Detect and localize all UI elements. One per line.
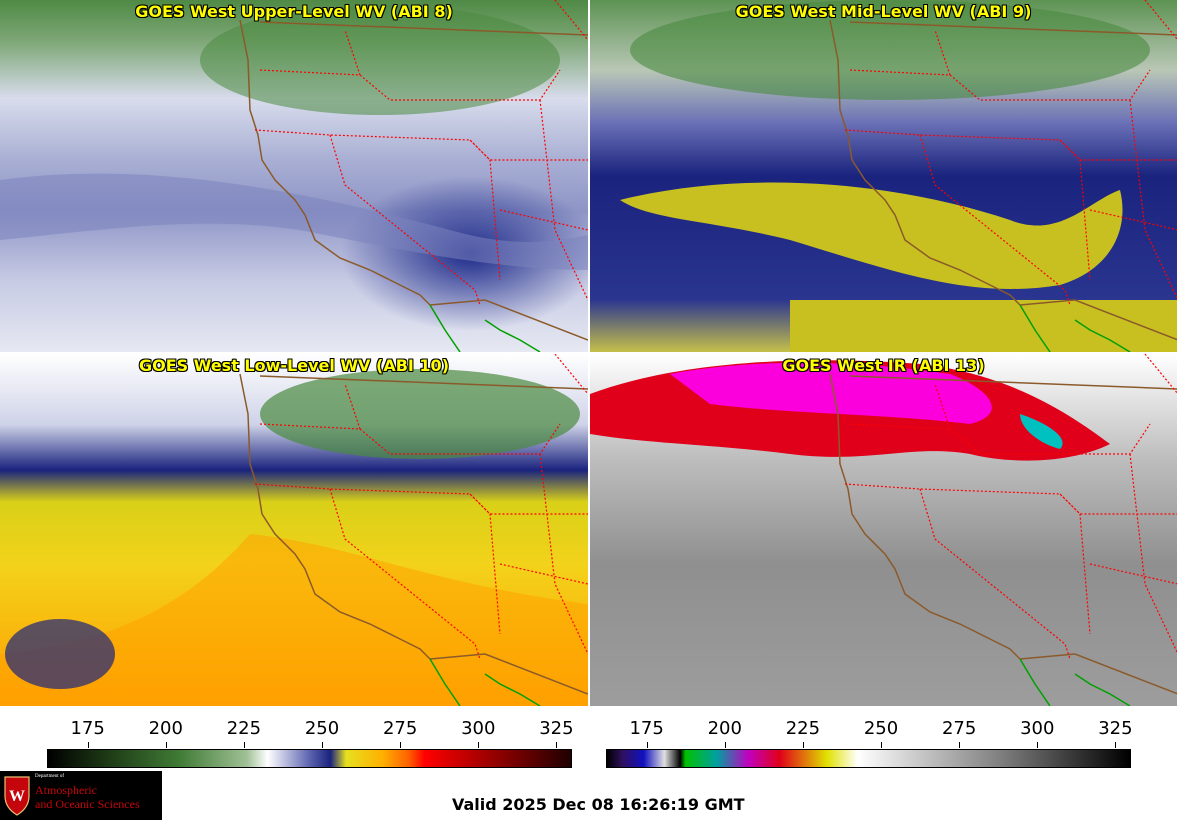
colorbar-tick-label: 250 (304, 718, 340, 739)
colorbar-tick-label: 250 (863, 718, 899, 739)
colorbar-strip (606, 749, 1131, 768)
panel-title: GOES West Low-Level WV (ABI 10) (138, 356, 449, 375)
mexico-coastline (429, 658, 541, 706)
colorbar-tick-label: 200 (148, 718, 183, 739)
map-ir (590, 354, 1177, 706)
coastline (829, 373, 1021, 660)
colorbar-tick-mark (87, 742, 89, 748)
aos-logo: W Department of Atmospheric and Oceanic … (0, 771, 162, 820)
colorbar-strip (47, 749, 572, 768)
mexico-coastline (429, 304, 541, 352)
panel-mid-level-wv: GOES West Mid-Level WV (ABI 9) (590, 0, 1177, 352)
state-borders (844, 354, 1177, 660)
colorbar-tick-label: 225 (785, 718, 821, 739)
colorbar-tick-label: 325 (1098, 718, 1133, 739)
panel-title: GOES West Mid-Level WV (ABI 9) (735, 2, 1032, 21)
colorbar-tick-label: 200 (707, 718, 742, 739)
logo-line2: and Oceanic Sciences (35, 797, 140, 811)
map-mid-level-wv (590, 0, 1177, 352)
panel-title: GOES West IR (ABI 13) (782, 356, 985, 375)
intl-border (259, 375, 588, 695)
panel-upper-level-wv: GOES West Upper-Level WV (ABI 8) (0, 0, 588, 352)
colorbar-tick-label: 325 (539, 718, 574, 739)
panel-ir: GOES West IR (ABI 13) (590, 354, 1177, 706)
colorbar-tick-label: 225 (226, 718, 262, 739)
map-low-level-wv (0, 354, 588, 706)
colorbar-ir: 175 200 225 250 275 300 325 (606, 716, 1133, 772)
state-borders (254, 354, 588, 660)
colorbar-tick-mark (165, 742, 167, 748)
svg-text:W: W (9, 788, 25, 805)
panel-title: GOES West Upper-Level WV (ABI 8) (135, 2, 453, 21)
uw-seal-icon: W (4, 776, 30, 816)
intl-border (259, 21, 588, 341)
colorbar-tick-mark (556, 742, 558, 748)
colorbar-wv: 175 200 225 250 275 300 325 (47, 716, 574, 772)
intl-border (849, 375, 1177, 695)
state-borders (844, 0, 1177, 306)
colorbar-tick-mark (1037, 742, 1039, 748)
colorbar-tick-mark (724, 742, 726, 748)
coastline (239, 19, 431, 306)
colorbar-tick-mark (478, 742, 480, 748)
colorbar-tick-label: 175 (629, 718, 664, 739)
colorbar-tick-mark (881, 742, 882, 748)
intl-border (849, 21, 1177, 341)
colorbar-tick-mark (959, 742, 961, 748)
colorbar-tick-label: 275 (941, 718, 977, 739)
mexico-coastline (1019, 658, 1131, 706)
colorbar-tick-label: 300 (461, 718, 496, 739)
logo-dept: Department of (35, 774, 65, 779)
coastline (239, 373, 431, 660)
colorbar-tick-mark (646, 742, 648, 748)
logo-line1: Atmospheric (35, 783, 97, 797)
colorbar-tick-label: 275 (382, 718, 418, 739)
colorbar-tick-mark (243, 742, 245, 748)
colorbar-tick-label: 300 (1020, 718, 1055, 739)
colorbar-tick-mark (400, 742, 402, 748)
mexico-coastline (1019, 304, 1131, 352)
colorbar-tick-mark (802, 742, 804, 748)
coastline (829, 19, 1021, 306)
colorbar-tick-label: 175 (70, 718, 105, 739)
panel-low-level-wv: GOES West Low-Level WV (ABI 10) (0, 354, 588, 706)
colorbar-tick-mark (322, 742, 323, 748)
state-borders (254, 0, 588, 306)
colorbar-tick-mark (1115, 742, 1117, 748)
map-upper-level-wv (0, 0, 588, 352)
valid-time: Valid 2025 Dec 08 16:26:19 GMT (452, 795, 745, 814)
